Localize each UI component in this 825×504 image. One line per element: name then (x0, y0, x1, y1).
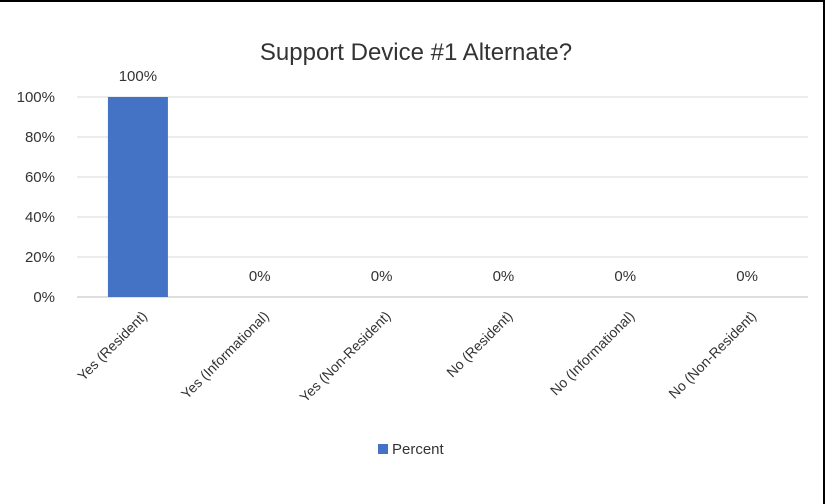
category-labels: Yes (Resident) Yes (Informational) Yes (No… (74, 308, 759, 405)
category-label: No (Non-Resident) (665, 308, 759, 402)
legend: Percent (378, 441, 445, 458)
category-label: Yes (Resident) (74, 308, 150, 384)
category-label: No (Resident) (443, 308, 515, 380)
legend-label-percent: Percent (392, 441, 445, 458)
category-label: No (Informational) (547, 308, 638, 399)
data-labels: 100% 0% 0% 0% 0% 0% (119, 68, 758, 285)
y-tick-label: 60% (25, 169, 55, 186)
y-axis-ticks: 0% 20% 40% 60% 80% 100% (17, 89, 55, 306)
legend-swatch (378, 444, 388, 454)
y-tick-label: 100% (17, 89, 55, 106)
data-label: 0% (249, 268, 271, 285)
y-tick-label: 20% (25, 249, 55, 266)
chart-title: Support Device #1 Alternate? (260, 39, 572, 66)
y-tick-label: 80% (25, 129, 55, 146)
y-tick-label: 40% (25, 209, 55, 226)
bar (107, 97, 168, 297)
data-label: 0% (371, 268, 393, 285)
category-label: Yes (Non-Resident) (296, 308, 393, 405)
category-label: Yes (Informational) (178, 308, 272, 402)
data-label: 100% (119, 68, 157, 85)
gridlines (77, 96, 808, 298)
data-label: 0% (736, 268, 758, 285)
bars (107, 97, 168, 297)
data-label: 0% (614, 268, 636, 285)
data-label: 0% (493, 268, 515, 285)
y-tick-label: 0% (33, 289, 55, 306)
